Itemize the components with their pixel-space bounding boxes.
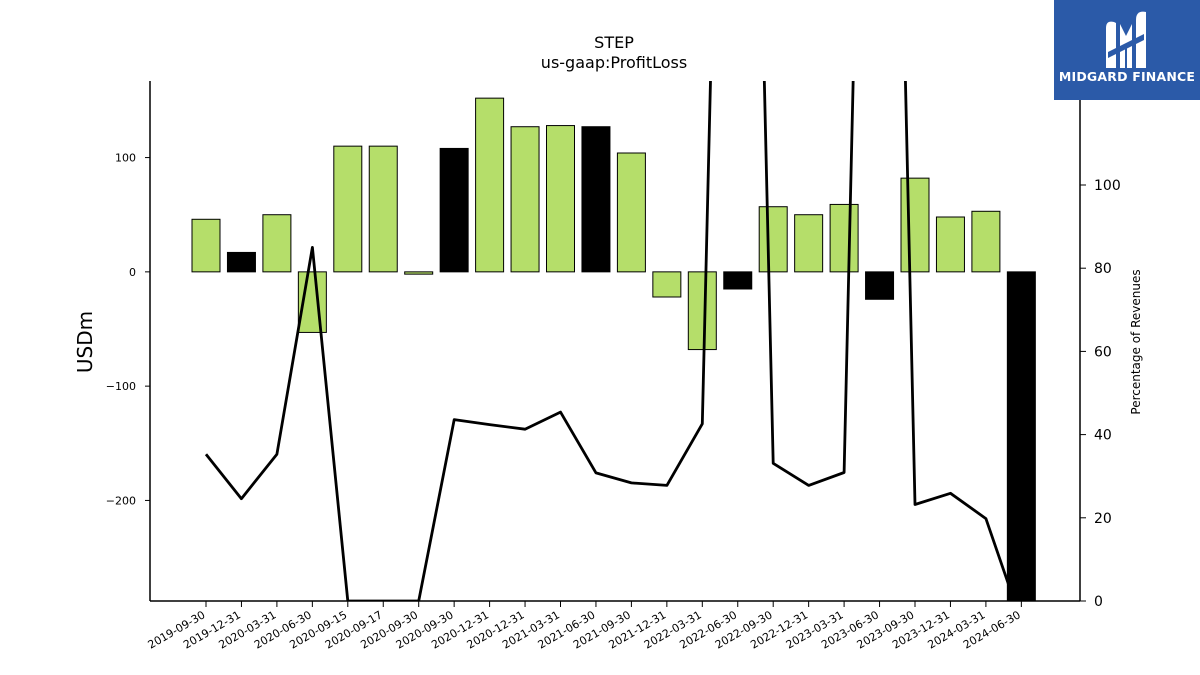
- bar: [616, 152, 646, 273]
- bar: [333, 145, 363, 273]
- bar: [439, 147, 469, 273]
- y2-tick-label: 20: [1094, 511, 1112, 527]
- logo-mark-icon: [1106, 11, 1146, 69]
- bar: [404, 271, 434, 275]
- bar: [191, 218, 221, 273]
- bar: [935, 216, 965, 273]
- bar: [971, 210, 1001, 273]
- bar: [865, 271, 895, 300]
- y-tick-label: −100: [106, 380, 136, 393]
- y-tick-label: 100: [115, 152, 136, 165]
- y-axis-label: USDm: [73, 311, 97, 373]
- bar: [262, 214, 292, 273]
- y2-tick-label: 100: [1094, 178, 1121, 194]
- bar-group: [191, 97, 1036, 601]
- bar: [581, 126, 611, 273]
- y2-tick-label: 80: [1094, 261, 1112, 277]
- y2-axis-label: Percentage of Revenues: [1129, 269, 1143, 414]
- bar: [900, 177, 930, 273]
- bar: [794, 214, 824, 273]
- bar: [829, 203, 859, 273]
- bar: [687, 271, 717, 351]
- bar: [546, 125, 575, 273]
- bar: [758, 206, 788, 273]
- bar: [226, 251, 256, 273]
- y-tick-label: 0: [129, 266, 136, 279]
- bar: [652, 271, 682, 298]
- bar: [1006, 271, 1036, 601]
- bar: [368, 145, 398, 273]
- bar: [723, 271, 753, 290]
- chart-title: STEP: [594, 33, 634, 52]
- bar: [510, 126, 540, 273]
- logo-text: MIDGARD FINANCE: [1058, 69, 1196, 84]
- axes: −200−10001000204060801002019-09-302019-1…: [106, 81, 1121, 652]
- y-tick-label: −200: [106, 494, 136, 507]
- line-group: [204, 81, 1016, 601]
- chart-subtitle: us-gaap:ProfitLoss: [541, 53, 687, 72]
- series-line: [204, 81, 1016, 601]
- bar: [475, 97, 505, 273]
- y2-tick-label: 40: [1094, 428, 1112, 444]
- y2-tick-label: 0: [1094, 594, 1103, 610]
- brand-logo: MIDGARD FINANCE: [1054, 0, 1200, 100]
- y2-tick-label: 60: [1094, 344, 1112, 360]
